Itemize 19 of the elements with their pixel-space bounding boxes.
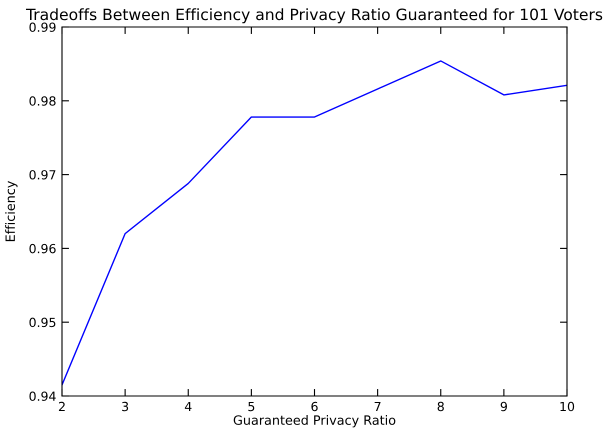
x-tick-label: 7 [374, 402, 381, 412]
y-tick-label: 0.94 [29, 391, 56, 401]
y-tick-label: 0.97 [29, 170, 56, 180]
x-tick-label: 10 [560, 402, 574, 412]
x-tick-label: 4 [184, 402, 192, 412]
x-tick-label: 6 [311, 402, 318, 412]
y-tick-label: 0.95 [29, 318, 56, 328]
y-tick-label: 0.98 [29, 96, 56, 106]
x-axis-title: Guaranteed Privacy Ratio [234, 415, 396, 428]
y-tick-label: 0.96 [29, 244, 56, 254]
x-tick-label: 9 [500, 402, 507, 412]
chart-title: Tradeoffs Between Efficiency and Privacy Ratio Guaranteed for 101 Voters [26, 8, 602, 24]
y-tick-label: 0.99 [29, 22, 56, 32]
x-tick-label: 2 [58, 402, 65, 412]
x-tick-label: 8 [438, 402, 444, 412]
line-series [62, 60, 567, 386]
x-tick-label: 3 [122, 402, 128, 412]
x-tick-label: 5 [248, 402, 254, 412]
y-axis-title: Efficiency [5, 181, 18, 242]
